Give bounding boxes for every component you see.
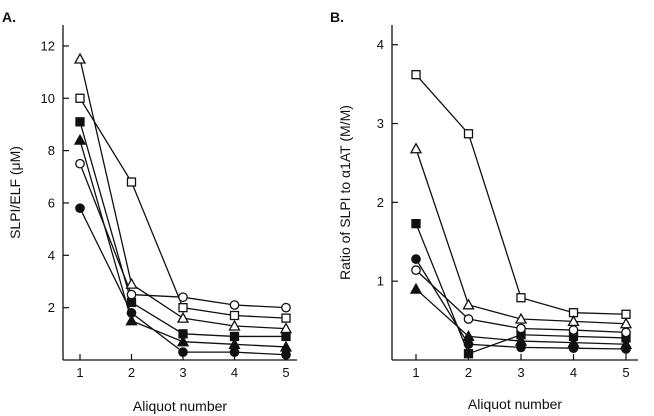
x-tick-label: 4 <box>570 365 577 380</box>
x-tick-label: 4 <box>231 365 238 380</box>
data-point-filled-triangle <box>409 282 423 294</box>
data-point-filled-triangle <box>176 335 190 347</box>
x-tick-label: 1 <box>76 365 83 380</box>
x-axis-title: Aliquot number <box>468 396 563 412</box>
y-tick-label: 4 <box>377 37 384 52</box>
y-tick-label: 6 <box>48 195 55 210</box>
data-point-filled-circle <box>463 339 474 350</box>
data-point-open-square <box>178 303 188 313</box>
data-point-open-triangle <box>73 52 87 64</box>
series-line-open-circle <box>79 163 287 309</box>
y-axis-title: Ratio of SLPI to α1AT (M/M) <box>337 105 353 280</box>
x-tick-label: 2 <box>128 365 135 380</box>
data-point-open-circle <box>516 323 526 334</box>
x-tick-label: 5 <box>282 365 289 380</box>
data-point-open-circle <box>463 314 474 324</box>
data-point-filled-triangle <box>514 334 528 346</box>
data-point-filled-square <box>281 331 291 342</box>
data-point-filled-triangle <box>462 330 475 342</box>
panel-label: A. <box>2 9 16 25</box>
y-tick-label: 3 <box>377 116 384 131</box>
y-tick-label: 8 <box>48 143 55 158</box>
x-tick-label: 3 <box>517 365 524 380</box>
y-tick-label: 12 <box>41 38 55 53</box>
x-tick-label: 5 <box>622 365 629 380</box>
data-point-filled-circle <box>178 347 188 357</box>
data-point-open-circle <box>411 265 421 275</box>
y-tick-label: 4 <box>48 248 55 263</box>
x-tick-label: 3 <box>179 365 186 380</box>
data-point-filled-triangle <box>125 314 138 326</box>
data-point-open-square <box>281 313 291 323</box>
data-point-open-square <box>516 293 526 303</box>
data-point-filled-square <box>411 218 421 229</box>
data-point-filled-square <box>75 117 85 127</box>
series-line-open-square <box>79 97 287 319</box>
data-point-open-triangle <box>125 277 138 289</box>
data-point-open-square <box>463 129 474 139</box>
data-point-open-circle <box>126 289 137 300</box>
y-tick-label: 10 <box>41 91 55 106</box>
y-tick-label: 2 <box>377 195 384 210</box>
data-point-filled-triangle <box>567 336 580 348</box>
data-point-filled-triangle <box>73 133 87 145</box>
y-axis-title: SLPI/ELF (μM) <box>7 146 23 239</box>
data-point-filled-circle <box>75 203 85 214</box>
data-point-open-square <box>126 177 137 187</box>
data-point-filled-square <box>126 297 137 308</box>
data-point-open-triangle <box>228 319 241 331</box>
data-point-filled-triangle <box>619 337 633 349</box>
data-point-open-triangle <box>514 312 528 324</box>
data-point-filled-circle <box>281 349 291 360</box>
data-point-open-circle <box>621 327 631 338</box>
series-line-open-square <box>415 74 627 315</box>
data-point-open-circle <box>75 158 85 169</box>
data-point-open-triangle <box>462 298 475 310</box>
data-point-open-square <box>411 70 421 80</box>
panel-label: B. <box>330 9 344 25</box>
data-point-open-circle <box>229 300 240 310</box>
data-point-open-circle <box>178 292 188 303</box>
data-point-filled-circle <box>411 254 421 264</box>
data-point-open-circle <box>281 302 291 313</box>
data-point-filled-circle <box>229 347 240 357</box>
data-point-open-triangle <box>176 311 190 323</box>
series-line-open-triangle <box>79 58 287 330</box>
data-point-open-square <box>75 93 85 103</box>
x-tick-label: 1 <box>412 365 419 380</box>
data-point-open-square <box>621 309 631 319</box>
data-point-open-square <box>229 310 240 321</box>
panel-b: 1 2 3 4 1 2 3 4 5 B. Aliquot number Ratio of SLPI t… <box>330 9 638 412</box>
y-tick-label: 2 <box>48 300 55 315</box>
x-axis-title: Aliquot number <box>133 398 228 414</box>
data-point-open-circle <box>568 325 579 335</box>
y-tick-label: 1 <box>377 274 384 289</box>
data-point-filled-circle <box>126 308 137 318</box>
data-point-open-triangle <box>409 142 423 154</box>
data-point-filled-square <box>463 349 474 359</box>
x-tick-label: 2 <box>465 365 472 380</box>
